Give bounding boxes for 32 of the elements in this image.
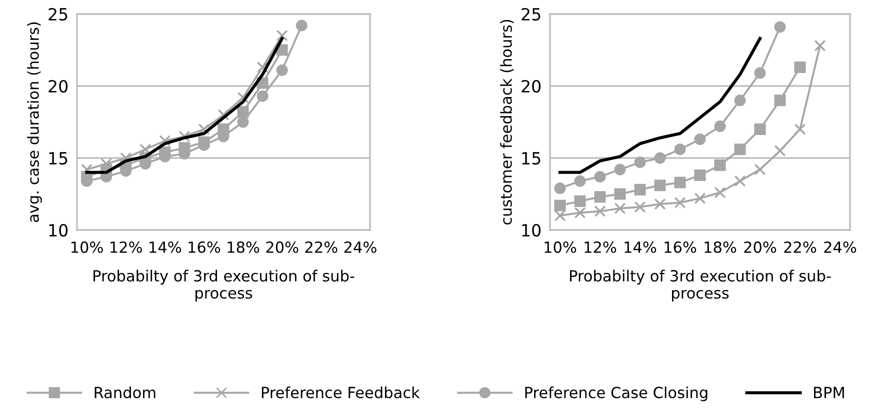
x-tick-label: 22% [305,241,338,253]
x-tick-label: 20% [266,241,298,253]
x-tick-label: 18% [704,241,736,253]
legend-label: BPM [814,386,844,398]
x-tick-label: 14% [150,241,182,253]
x-tick-label: 16% [664,241,696,253]
y-axis-title: customer feedback (hours) [500,20,514,225]
legend-label: Random [94,386,156,398]
y-tick-label: 25 [48,8,68,21]
y-tick-label: 10 [49,224,68,237]
legend-label: Preference Case Closing [525,386,708,402]
x-tick-label: 12% [584,241,616,253]
y-tick-label: 15 [49,152,68,165]
x-tick-label: 14% [624,241,656,253]
x-tick-label: 24% [344,241,376,253]
x-tick-label: 10% [544,241,576,253]
x-tick-label: 16% [188,241,220,253]
x-tick-label: 24% [824,241,856,253]
x-tick-label: 12% [110,241,142,253]
y-tick-label: 15 [522,152,540,165]
legend-label: Preference Feedback [262,386,420,398]
x-tick-label: 10% [71,241,103,253]
x-tick-label: 22% [784,241,816,253]
y-axis-title: avg. case duration (hours) [27,22,42,222]
x-axis-title: Probabilty of 3rd execution of sub- process [570,270,831,302]
x-axis-title: Probabilty of 3rd execution of sub- process [94,270,354,302]
x-tick-label: 18% [228,241,260,253]
y-tick-label: 20 [48,80,68,93]
y-tick-label: 20 [522,80,541,93]
y-tick-label: 25 [522,8,540,21]
y-tick-label: 10 [522,224,541,237]
x-tick-label: 20% [744,241,776,253]
